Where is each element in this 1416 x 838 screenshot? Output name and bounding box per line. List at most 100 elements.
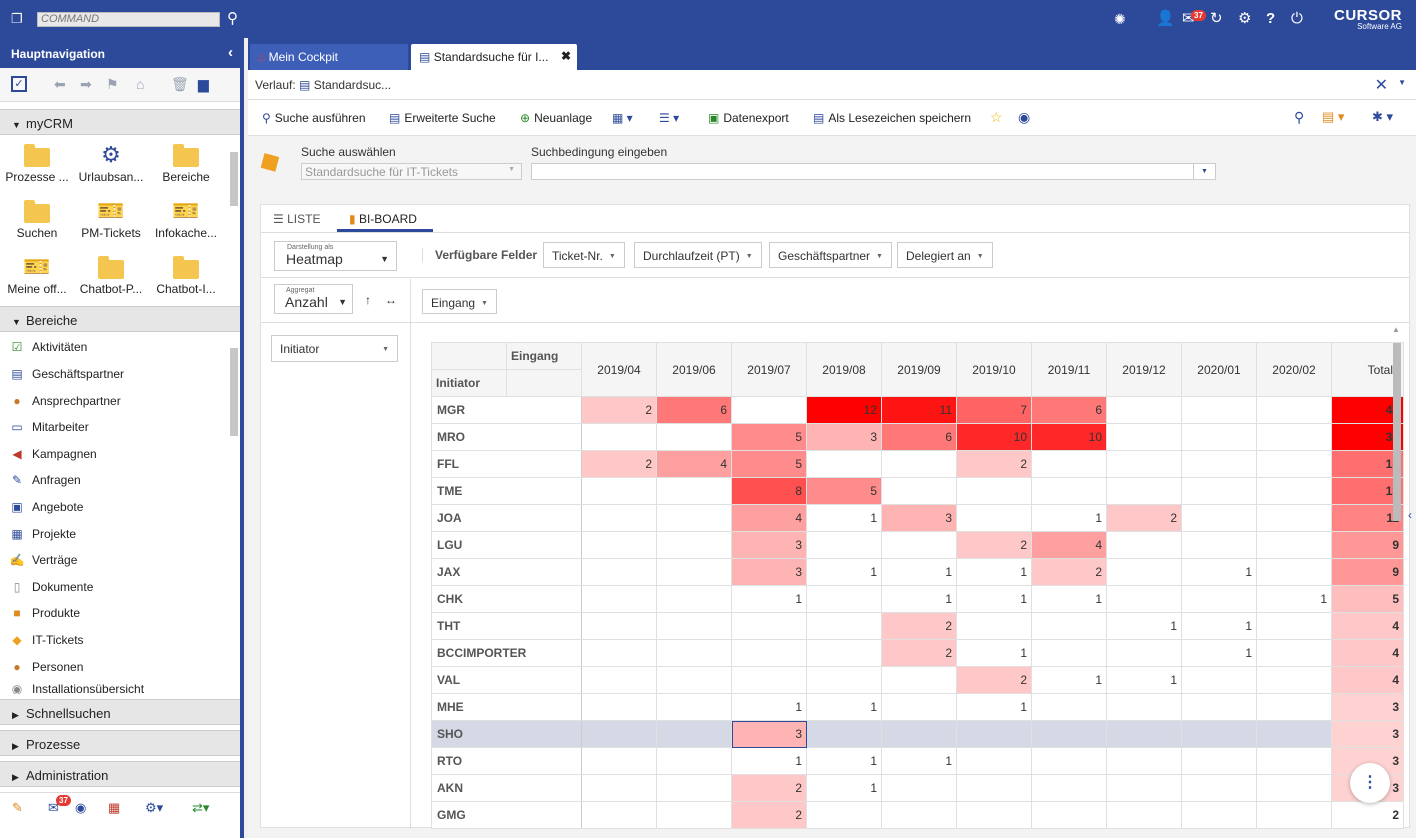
heatmap-cell[interactable] (806, 801, 882, 829)
heatmap-cell[interactable] (881, 531, 957, 559)
heatmap-cell[interactable]: 1 (1106, 612, 1182, 640)
nav-vertraege[interactable]: ✍ Verträge (8, 551, 78, 569)
heatmap-cell[interactable] (1181, 693, 1257, 721)
heatmap-cell[interactable] (1031, 720, 1107, 748)
field-delegiert[interactable]: Delegiert an ▼ (897, 242, 993, 268)
heatmap-cell[interactable] (881, 666, 957, 694)
heatmap-cell[interactable]: 1 (1181, 639, 1257, 667)
table-row[interactable]: CHK 1 1 1 1 1 5 (431, 585, 1404, 613)
watch-icon[interactable]: ◉ (75, 800, 87, 815)
heatmap-cell[interactable] (1031, 450, 1107, 478)
heatmap-cell[interactable]: 1 (881, 558, 957, 586)
heatmap-cell[interactable] (1181, 423, 1257, 451)
heatmap-cell[interactable]: 1 (1181, 558, 1257, 586)
tile-suchen[interactable]: Suchen (2, 196, 72, 240)
heatmap-cell[interactable] (1256, 747, 1332, 775)
heatmap-cell[interactable] (731, 612, 807, 640)
table-row[interactable]: JAX 3 1 1 1 2 1 9 (431, 558, 1404, 586)
heatmap-cell[interactable] (1256, 531, 1332, 559)
condition-input[interactable]: ▼ (531, 163, 1216, 180)
heatmap-cell[interactable] (956, 504, 1032, 532)
heatmap-cell[interactable] (731, 666, 807, 694)
field-durchlaufzeit[interactable]: Durchlaufzeit (PT) ▼ (634, 242, 762, 268)
heatmap-cell[interactable]: 2 (881, 639, 957, 667)
tiles-scrollbar[interactable] (230, 152, 238, 206)
tile-meine-offenen[interactable]: 🎫 Meine off... (2, 252, 72, 296)
search-run-button[interactable]: ⚲ Suche ausführen (262, 111, 366, 125)
table-row[interactable]: VAL 2 1 1 4 (431, 666, 1404, 694)
search-select[interactable]: Standardsuche für IT-Tickets ▼ (301, 163, 522, 180)
checkbox-icon[interactable]: ✓ (11, 76, 27, 92)
heatmap-cell[interactable] (581, 531, 657, 559)
heatmap-cell[interactable] (1181, 396, 1257, 424)
heatmap-cell[interactable] (881, 720, 957, 748)
heatmap-cell[interactable] (1256, 720, 1332, 748)
user-icon[interactable]: 👤 (1156, 10, 1175, 27)
heatmap-cell[interactable] (806, 666, 882, 694)
heatmap-cell[interactable]: 1 (806, 504, 882, 532)
column-header[interactable]: 2020/01 (1181, 342, 1257, 397)
column-header[interactable]: 2019/09 (881, 342, 957, 397)
nav-aktivitaeten[interactable]: ☑ Aktivitäten (8, 338, 88, 356)
heatmap-cell[interactable] (1181, 450, 1257, 478)
nav-dokumente[interactable]: ▯ Dokumente (8, 578, 94, 596)
heatmap-cell[interactable]: 11 (881, 396, 957, 424)
heatmap-cell[interactable] (656, 504, 732, 532)
grid-scrollbar[interactable] (1393, 343, 1401, 521)
heatmap-cell[interactable] (1031, 477, 1107, 505)
heatmap-cell[interactable] (1031, 747, 1107, 775)
back-icon[interactable]: ⬅ (54, 76, 66, 92)
heatmap-cell[interactable] (881, 693, 957, 721)
heatmap-cell[interactable] (656, 423, 732, 451)
table-row[interactable]: RTO 1 1 1 3 (431, 747, 1404, 775)
table-row[interactable]: MGR2612117644 (431, 396, 1404, 424)
nav-personen[interactable]: ● Personen (8, 658, 83, 676)
heatmap-cell[interactable]: 3 (806, 423, 882, 451)
table-row[interactable]: SHO 3 3 (431, 720, 1404, 748)
heatmap-cell[interactable] (1256, 423, 1332, 451)
heatmap-cell[interactable]: 4 (1031, 531, 1107, 559)
heatmap-cell[interactable]: 3 (881, 504, 957, 532)
chevron-down-icon[interactable]: ▼ (1398, 78, 1406, 87)
swap-icon[interactable]: ↔ (385, 293, 397, 307)
heatmap-cell[interactable] (806, 720, 882, 748)
heatmap-cell[interactable] (956, 801, 1032, 829)
table-row[interactable]: AKN 2 1 3 (431, 774, 1404, 802)
column-header[interactable]: 2019/04 (581, 342, 657, 397)
heatmap-cell[interactable] (1256, 774, 1332, 802)
heatmap-cell[interactable] (956, 612, 1032, 640)
tile-pm-tickets[interactable]: 🎫 PM-Tickets (76, 196, 146, 240)
heatmap-cell[interactable] (1031, 639, 1107, 667)
heatmap-cell[interactable] (656, 693, 732, 721)
heatmap-cell[interactable]: 1 (881, 585, 957, 613)
tab-standardsuche[interactable]: ▤ Standardsuche für I... ✖ (411, 44, 577, 70)
heatmap-cell[interactable] (1181, 774, 1257, 802)
heatmap-cell[interactable] (1106, 774, 1182, 802)
column-header[interactable]: 2019/08 (806, 342, 882, 397)
heatmap-cell[interactable] (581, 558, 657, 586)
section-schnellsuchen[interactable]: ▶ Schnellsuchen (0, 699, 240, 725)
heatmap-cell[interactable] (1106, 639, 1182, 667)
add-folder-icon[interactable]: ▆ (198, 76, 209, 92)
eye-icon[interactable]: ◉ (1018, 109, 1031, 125)
command-input[interactable]: COMMAND (37, 12, 220, 27)
power-icon[interactable]: ⏻ (1291, 10, 1303, 27)
heatmap-cell[interactable]: 6 (656, 396, 732, 424)
column-header[interactable]: 2019/07 (731, 342, 807, 397)
section-bereiche[interactable]: ▼ Bereiche (0, 306, 240, 332)
heatmap-cell[interactable] (1106, 720, 1182, 748)
nav-anfragen[interactable]: ✎ Anfragen (8, 471, 81, 489)
heatmap-cell[interactable] (656, 720, 732, 748)
heatmap-cell[interactable]: 2 (731, 774, 807, 802)
heatmap-cell[interactable] (1031, 801, 1107, 829)
table-row[interactable]: BCCIMPORTER 2 1 1 4 (431, 639, 1404, 667)
tile-bereiche[interactable]: Bereiche (151, 140, 221, 184)
heatmap-cell[interactable]: 6 (881, 423, 957, 451)
heatmap-cell[interactable]: 1 (956, 558, 1032, 586)
heatmap-cell[interactable] (1106, 693, 1182, 721)
heatmap-cell[interactable] (656, 774, 732, 802)
tile-prozesse[interactable]: Prozesse ... (2, 140, 72, 184)
heatmap-cell[interactable]: 5 (731, 450, 807, 478)
heatmap-cell[interactable] (956, 747, 1032, 775)
heatmap-cell[interactable]: 6 (1031, 396, 1107, 424)
